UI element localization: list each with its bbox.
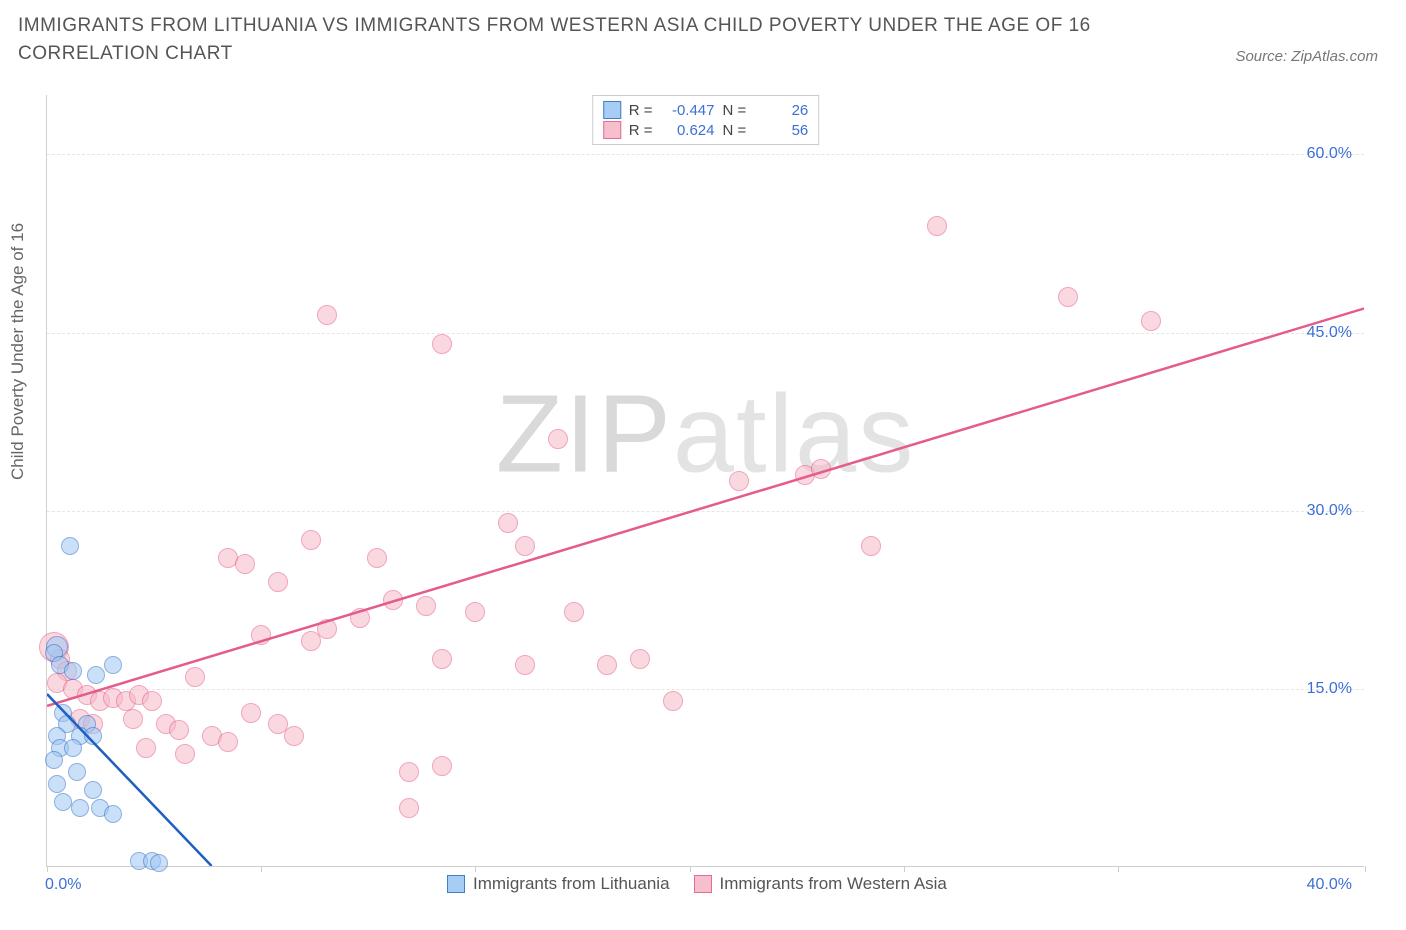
data-point-western-asia bbox=[268, 572, 288, 592]
data-point-western-asia bbox=[218, 732, 238, 752]
data-point-western-asia bbox=[241, 703, 261, 723]
data-point-western-asia bbox=[136, 738, 156, 758]
data-point-western-asia bbox=[416, 596, 436, 616]
x-tick-mark bbox=[47, 866, 48, 872]
data-point-western-asia bbox=[317, 305, 337, 325]
data-point-western-asia bbox=[515, 536, 535, 556]
y-tick-label: 30.0% bbox=[1307, 502, 1352, 520]
data-point-western-asia bbox=[1058, 287, 1078, 307]
data-point-lithuania bbox=[104, 805, 122, 823]
data-point-western-asia bbox=[399, 798, 419, 818]
data-point-western-asia bbox=[432, 334, 452, 354]
x-tick-mark bbox=[261, 866, 262, 872]
data-point-western-asia bbox=[367, 548, 387, 568]
legend-label-lithuania: Immigrants from Lithuania bbox=[473, 874, 670, 894]
chart-title: IMMIGRANTS FROM LITHUANIA VS IMMIGRANTS … bbox=[18, 12, 1118, 67]
data-point-western-asia bbox=[123, 709, 143, 729]
data-point-western-asia bbox=[175, 744, 195, 764]
source-label: Source: ZipAtlas.com bbox=[1235, 48, 1378, 65]
r-label: R = bbox=[629, 102, 653, 119]
data-point-western-asia bbox=[301, 530, 321, 550]
data-point-lithuania bbox=[84, 781, 102, 799]
swatch-western-asia bbox=[694, 875, 712, 893]
swatch-western-asia bbox=[603, 121, 621, 139]
legend-label-western-asia: Immigrants from Western Asia bbox=[720, 874, 947, 894]
data-point-western-asia bbox=[564, 602, 584, 622]
data-point-western-asia bbox=[811, 459, 831, 479]
plot-area: ZIPatlas 15.0%30.0%45.0%60.0% 0.0% 40.0%… bbox=[46, 95, 1364, 867]
x-tick-mark bbox=[1365, 866, 1366, 872]
stats-legend: R = -0.447 N = 26 R = 0.624 N = 56 bbox=[592, 95, 820, 145]
n-label: N = bbox=[723, 102, 747, 119]
data-point-western-asia bbox=[861, 536, 881, 556]
n-value-lithuania: 26 bbox=[754, 102, 808, 119]
r-value-western-asia: 0.624 bbox=[661, 122, 715, 139]
legend-item-lithuania: Immigrants from Lithuania bbox=[447, 874, 670, 894]
swatch-lithuania bbox=[603, 101, 621, 119]
swatch-lithuania bbox=[447, 875, 465, 893]
data-point-lithuania bbox=[150, 854, 168, 872]
data-point-lithuania bbox=[61, 537, 79, 555]
data-point-lithuania bbox=[64, 739, 82, 757]
n-value-western-asia: 56 bbox=[754, 122, 808, 139]
x-tick-mark bbox=[690, 866, 691, 872]
data-point-lithuania bbox=[84, 727, 102, 745]
series-legend: Immigrants from Lithuania Immigrants fro… bbox=[447, 874, 947, 894]
data-point-western-asia bbox=[729, 471, 749, 491]
data-point-western-asia bbox=[235, 554, 255, 574]
data-point-western-asia bbox=[597, 655, 617, 675]
data-point-lithuania bbox=[104, 656, 122, 674]
data-point-western-asia bbox=[927, 216, 947, 236]
data-point-western-asia bbox=[399, 762, 419, 782]
data-point-western-asia bbox=[317, 619, 337, 639]
r-label: R = bbox=[629, 122, 653, 139]
data-point-western-asia bbox=[432, 649, 452, 669]
data-point-western-asia bbox=[663, 691, 683, 711]
y-axis-label: Child Poverty Under the Age of 16 bbox=[8, 223, 28, 480]
scatter-points bbox=[47, 95, 1364, 866]
data-point-western-asia bbox=[142, 691, 162, 711]
data-point-western-asia bbox=[498, 513, 518, 533]
x-axis-min-label: 0.0% bbox=[45, 876, 81, 894]
data-point-western-asia bbox=[630, 649, 650, 669]
data-point-lithuania bbox=[71, 799, 89, 817]
legend-item-western-asia: Immigrants from Western Asia bbox=[694, 874, 947, 894]
data-point-lithuania bbox=[54, 793, 72, 811]
data-point-western-asia bbox=[350, 608, 370, 628]
data-point-lithuania bbox=[64, 662, 82, 680]
data-point-western-asia bbox=[284, 726, 304, 746]
data-point-lithuania bbox=[68, 763, 86, 781]
data-point-western-asia bbox=[1141, 311, 1161, 331]
data-point-western-asia bbox=[169, 720, 189, 740]
x-axis-max-label: 40.0% bbox=[1307, 876, 1352, 894]
data-point-lithuania bbox=[45, 751, 63, 769]
data-point-lithuania bbox=[87, 666, 105, 684]
data-point-western-asia bbox=[515, 655, 535, 675]
stats-row-western-asia: R = 0.624 N = 56 bbox=[603, 120, 809, 140]
x-tick-mark bbox=[1118, 866, 1119, 872]
data-point-western-asia bbox=[432, 756, 452, 776]
y-tick-label: 45.0% bbox=[1307, 324, 1352, 342]
x-tick-mark bbox=[904, 866, 905, 872]
y-tick-label: 60.0% bbox=[1307, 145, 1352, 163]
y-tick-label: 15.0% bbox=[1307, 680, 1352, 698]
data-point-western-asia bbox=[465, 602, 485, 622]
x-tick-mark bbox=[475, 866, 476, 872]
n-label: N = bbox=[723, 122, 747, 139]
data-point-western-asia bbox=[383, 590, 403, 610]
data-point-lithuania bbox=[48, 775, 66, 793]
data-point-western-asia bbox=[185, 667, 205, 687]
r-value-lithuania: -0.447 bbox=[661, 102, 715, 119]
data-point-western-asia bbox=[548, 429, 568, 449]
stats-row-lithuania: R = -0.447 N = 26 bbox=[603, 100, 809, 120]
data-point-western-asia bbox=[251, 625, 271, 645]
